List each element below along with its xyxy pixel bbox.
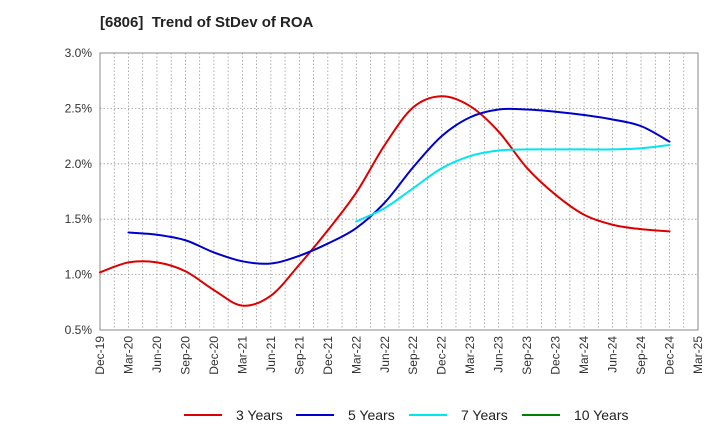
legend-swatch-7-years	[409, 414, 447, 416]
grid	[100, 52, 698, 331]
x-tick-label: Dec-23	[549, 336, 563, 375]
x-tick-label: Mar-23	[463, 336, 477, 374]
y-tick-label: 2.0%	[65, 157, 93, 171]
x-tick-label: Mar-20	[121, 336, 135, 374]
axes	[99, 52, 699, 331]
y-tick-label: 2.5%	[65, 101, 93, 115]
series-lines	[99, 95, 671, 307]
y-tick-label: 0.5%	[65, 323, 93, 337]
x-tick-label: Jun-24	[606, 336, 620, 373]
x-tick-label: Jun-23	[492, 336, 506, 373]
x-tick-label: Dec-21	[321, 336, 335, 375]
x-tick-label: Dec-22	[435, 336, 449, 375]
chart-title: [6806] Trend of StDev of ROA	[100, 14, 314, 31]
y-tick-label: 3.0%	[65, 46, 93, 60]
y-axis-tick-labels: 3.0% 2.5% 2.0% 1.5% 1.0% 0.5%	[65, 46, 93, 337]
x-tick-label: Sep-24	[634, 336, 648, 375]
x-axis-tick-labels: Dec-19 Mar-20 Jun-20 Sep-20 Dec-20 Mar-21 Jun-…	[93, 336, 705, 375]
line-chart: Dec-19 Mar-20 Jun-20 Sep-20 Dec-20 Mar-21 Jun-…	[65, 46, 705, 375]
x-tick-label: Sep-23	[520, 336, 534, 375]
legend-item-3-years: 3 Years	[184, 404, 283, 426]
legend-item-5-years: 5 Years	[296, 404, 395, 426]
legend-label-7-years: 7 Years	[461, 407, 508, 423]
series-line-3-years	[99, 95, 671, 307]
legend-swatch-5-years	[296, 414, 334, 416]
x-tick-label: Jun-22	[378, 336, 392, 373]
x-tick-label: Dec-20	[207, 336, 221, 375]
y-tick-label: 1.5%	[65, 212, 93, 226]
x-tick-label: Mar-25	[691, 336, 705, 374]
x-tick-label: Jun-20	[150, 336, 164, 373]
legend-label-3-years: 3 Years	[236, 407, 283, 423]
x-tick-label: Sep-22	[406, 336, 420, 375]
x-tick-label: Dec-24	[663, 336, 677, 375]
x-tick-label: Sep-21	[292, 336, 306, 375]
y-tick-label: 1.0%	[65, 268, 93, 282]
legend-swatch-3-years	[184, 414, 222, 416]
series-line-5-years	[127, 107, 671, 265]
x-tick-label: Dec-19	[93, 336, 107, 375]
x-tick-label: Mar-21	[235, 336, 249, 374]
x-tick-label: Mar-22	[349, 336, 363, 374]
series-line-7-years	[355, 143, 671, 223]
legend-item-7-years: 7 Years	[409, 404, 508, 426]
x-tick-label: Jun-21	[264, 336, 278, 373]
legend-label-5-years: 5 Years	[348, 407, 395, 423]
plot-area-border	[99, 52, 699, 331]
legend-label-10-years: 10 Years	[574, 407, 629, 423]
x-tick-label: Mar-24	[577, 336, 591, 374]
legend: 3 Years 5 Years 7 Years 10 Years	[0, 404, 720, 426]
legend-item-10-years: 10 Years	[522, 404, 629, 426]
x-tick-label: Sep-20	[178, 336, 192, 375]
legend-swatch-10-years	[522, 414, 560, 416]
